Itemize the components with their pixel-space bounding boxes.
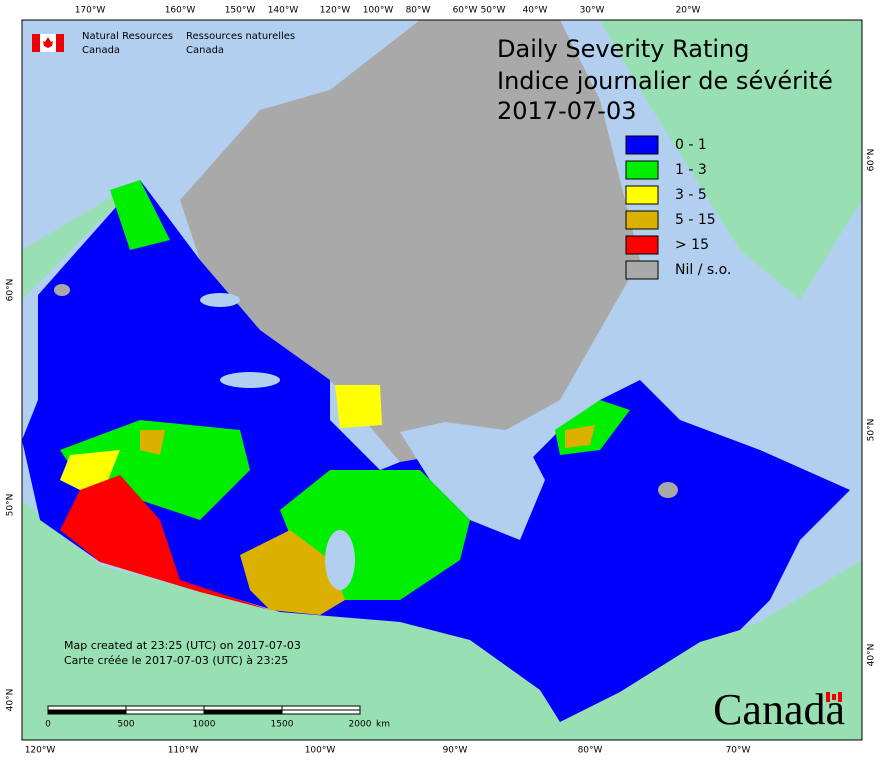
- frame-border: [21, 19, 863, 741]
- scale-label: 1500: [271, 720, 294, 730]
- hudson-bay: [400, 422, 545, 540]
- longitude-label: 40°W: [523, 6, 548, 16]
- longitude-label: 150°W: [225, 6, 256, 16]
- title: Daily Severity Rating: [497, 35, 749, 63]
- lake: [200, 293, 240, 307]
- united-states: [22, 500, 862, 740]
- longitude-label: 90°W: [443, 746, 468, 756]
- longitude-label: 110°W: [168, 746, 199, 756]
- legend-label: Nil / s.o.: [675, 262, 731, 278]
- rating-5-15-region: [140, 430, 165, 455]
- legend-label: 5 - 15: [675, 212, 716, 228]
- scale-segment: [203, 705, 283, 711]
- map-frame: [21, 19, 863, 741]
- maple-leaf: [832, 694, 836, 700]
- scale-label: 0: [45, 720, 51, 730]
- longitude-label: 170°W: [75, 6, 106, 16]
- agency-fr: Canada: [186, 45, 224, 56]
- longitude-label: 20°W: [676, 6, 701, 16]
- latitude-label: 60°N: [867, 149, 877, 172]
- longitude-label: 50°W: [481, 6, 506, 16]
- legend-swatch: [625, 160, 659, 180]
- longitude-label: 120°W: [25, 746, 56, 756]
- latitude-label: 60°N: [6, 279, 16, 302]
- flag-band: [838, 692, 842, 702]
- scale-segment: [281, 709, 361, 715]
- wordmark-flag: [826, 692, 842, 702]
- latitude-label: 40°N: [6, 689, 16, 712]
- latitude-label: 50°N: [867, 419, 877, 442]
- russia: [22, 180, 140, 300]
- legend-swatch: [625, 185, 659, 205]
- lake: [325, 530, 355, 590]
- legend-label: > 15: [675, 237, 709, 253]
- latitude-label: 40°N: [867, 644, 877, 667]
- legend-swatch: [625, 260, 659, 280]
- scale-label: 2000: [349, 720, 372, 730]
- longitude-label: 30°W: [580, 6, 605, 16]
- rating-5-15-region: [565, 425, 595, 448]
- longitude-label: 100°W: [363, 6, 394, 16]
- scale-segment: [125, 709, 205, 715]
- longitude-label: 120°W: [320, 6, 351, 16]
- maple-leaf: [43, 37, 53, 48]
- longitude-label: 70°W: [726, 746, 751, 756]
- agency-fr: Ressources naturelles: [186, 31, 295, 42]
- note: Carte créée le 2017-07-03 (UTC) à 23:25: [64, 654, 288, 667]
- scale-segment: [47, 709, 127, 715]
- agency-en: Canada: [82, 45, 120, 56]
- legend-label: 3 - 5: [675, 187, 707, 203]
- greenland: [600, 20, 862, 300]
- nil-patch: [658, 482, 678, 498]
- scale-segment: [47, 705, 127, 711]
- flag-band: [32, 34, 40, 52]
- flag-band: [56, 34, 64, 52]
- legend-label: 0 - 1: [675, 137, 707, 153]
- rating-5-15-region: [240, 530, 345, 615]
- title-date: 2017-07-03: [497, 97, 636, 125]
- rating-gt15-region: [60, 475, 270, 610]
- arctic-nil: [180, 20, 640, 462]
- legend-label: 1 - 3: [675, 162, 707, 178]
- longitude-label: 80°W: [406, 6, 431, 16]
- wordmark: Canada: [713, 685, 845, 734]
- legend-swatch: [625, 235, 659, 255]
- latitude-label: 50°N: [6, 494, 16, 517]
- flag-band: [826, 692, 830, 702]
- rating-3-5-region: [335, 385, 382, 428]
- agency-en: Natural Resources: [82, 31, 173, 42]
- legend-swatch: [625, 210, 659, 230]
- legend-swatch: [625, 135, 659, 155]
- scale-segment: [281, 705, 361, 711]
- lake: [220, 372, 280, 388]
- scale-label: 500: [117, 720, 134, 730]
- scale-label: 1000: [193, 720, 216, 730]
- rating-1-3-region: [60, 420, 250, 520]
- longitude-label: 60°W: [453, 6, 478, 16]
- scale-unit: km: [376, 720, 390, 730]
- longitude-label: 140°W: [268, 6, 299, 16]
- longitude-label: 80°W: [578, 746, 603, 756]
- longitude-label: 100°W: [305, 746, 336, 756]
- note: Map created at 23:25 (UTC) on 2017-07-03: [64, 639, 301, 652]
- title: Indice journalier de sévérité: [497, 67, 833, 95]
- nil-patch: [54, 284, 70, 296]
- rating-1-3-region: [110, 180, 170, 250]
- scale-segment: [203, 709, 283, 715]
- rating-0-1-region: [22, 180, 850, 722]
- longitude-label: 160°W: [165, 6, 196, 16]
- scale-segment: [125, 705, 205, 711]
- flag: [32, 34, 64, 52]
